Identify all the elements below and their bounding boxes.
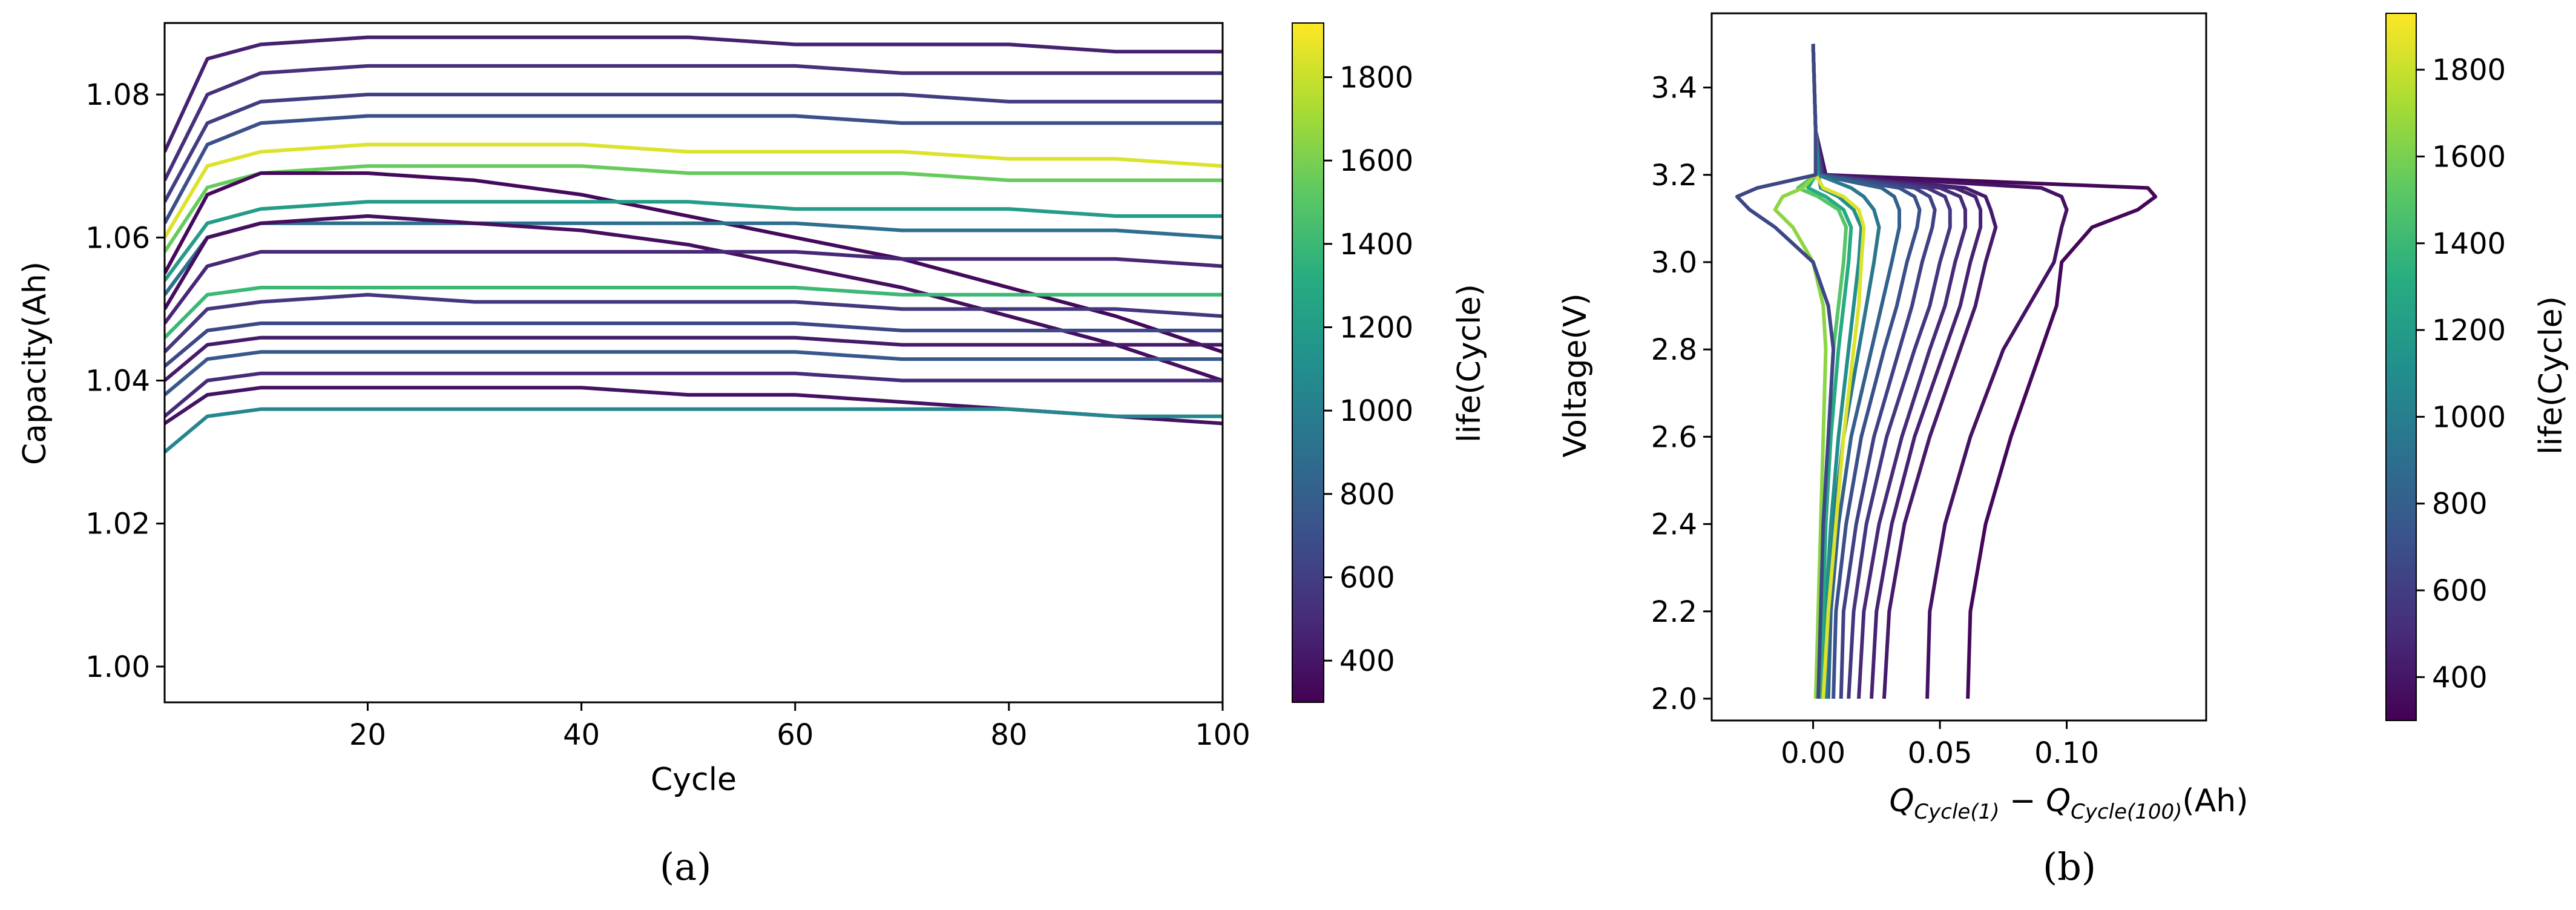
panel-b-y-tick-label: 3.2 [1651,159,1697,193]
panel-a-x-tick-label: 60 [777,718,813,752]
panel-b-y-tick-label: 2.6 [1651,420,1697,454]
panel-a-series-line [165,142,1223,239]
panel-a-colorbar-label: life(Cycle) [1451,284,1488,443]
panel-b-colorbar-tick-label: 1800 [2432,53,2506,87]
panel-a-series-line [165,200,1223,282]
panel-b-colorbar [2385,13,2417,721]
panel-a-series-line [165,114,1223,225]
panel-b-colorbar-tick-label: 400 [2432,661,2488,694]
panel-b-y-axis-label: Voltage(V) [1557,293,1594,457]
panel-b-y-tick-label: 2.0 [1651,682,1697,716]
panel-a-x-axis: 20 40 60 80 100 [349,702,1250,752]
panel-a-y-tick-label: 1.00 [85,650,150,684]
panel-a-x-axis-label: Cycle [651,762,737,798]
panel-a-x-tick-label: 20 [349,718,386,752]
panel-b-chart: 0.00 0.05 0.10 2.02.22.42.62.83.03.23.4 QC… [1557,12,2569,824]
panel-b-x-label-q2: Q [2046,783,2071,819]
panel-a-colorbar [1292,22,1324,703]
panel-a-series-line [165,286,1223,339]
panel-a-series-line [165,64,1223,182]
panel-a-colorbar-tick-label: 600 [1339,561,1395,595]
panel-b-colorbar-tick-label: 1000 [2432,400,2506,434]
panel-b-colorbar-ticks: 400 600 800 1000 1200 1400 1600 1800 [2416,53,2506,694]
panel-a-series-line [165,93,1223,203]
panel-b-y-tick-label: 2.4 [1651,508,1697,542]
panel-a-colorbar-tick-label: 1400 [1339,228,1413,262]
panel-b-series-line [1811,44,1901,699]
panel-b-x-axis: 0.00 0.05 0.10 [1781,720,2099,770]
panel-a-y-tick-label: 1.02 [85,507,150,541]
panel-a-y-tick-label: 1.08 [85,78,150,112]
panel-a-series-line [165,171,1223,354]
panel-b-y-tick-label: 3.0 [1651,246,1697,280]
panel-b-colorbar-tick-label: 1600 [2432,140,2506,174]
panel-a-series-line [165,35,1223,153]
panel-a-caption: (a) [660,845,712,889]
panel-a-plot-frame [163,22,1224,704]
panel-a-series-line [165,292,1223,354]
panel-a-colorbar-tick-label: 800 [1339,478,1395,512]
panel-b-x-label-sub2: Cycle(100) [2071,800,2182,824]
panel-a-y-tick-label: 1.06 [85,221,150,255]
panel-b-series-line [1735,44,1836,699]
panel-b-colorbar-tick-label: 600 [2432,574,2488,608]
panel-a-series-line [165,386,1223,426]
panel-a-series-line [165,321,1223,368]
panel-a-y-tick-label: 1.04 [85,364,150,398]
panel-b-x-label-unit: (Ah) [2182,783,2248,819]
panel-a-x-tick-label: 40 [563,718,600,752]
panel-b-colorbar-tick-label: 1200 [2432,314,2506,348]
panel-a-colorbar-ticks: 400 600 800 1000 1200 1400 1600 1800 [1324,61,1413,678]
panel-b-x-tick-label: 0.05 [1908,736,1973,770]
panel-a-series-line [165,371,1223,418]
panel-a-series-line [165,249,1223,325]
panel-b-x-label-minus: − [2000,783,2046,819]
panel-a-x-tick-label: 100 [1195,718,1250,752]
panel-b-series-line [1811,44,1881,699]
panel-a-chart: 20 40 60 80 100 1.00 1.02 1.04 1.06 1.08 Cycle C… [17,22,1488,798]
panel-b-series-group [1735,44,2158,699]
panel-b-y-tick-label: 2.8 [1651,333,1697,367]
panel-a-colorbar-tick-label: 1800 [1339,61,1413,94]
panel-a-series-line [165,214,1223,383]
panel-b-x-label-q1: Q [1889,783,1914,819]
panel-a-colorbar-tick-label: 1200 [1339,311,1413,345]
panel-a-colorbar-tick-label: 1600 [1339,144,1413,178]
panel-b-colorbar-label: life(Cycle) [2533,296,2569,455]
panel-a-series-line [165,335,1223,382]
panel-b-x-label-sub1: Cycle(1) [1914,800,1999,824]
panel-a-y-axis-label: Capacity(Ah) [17,262,53,465]
panel-b-series-line [1811,44,1998,699]
panel-b-y-axis: 2.0 2.2 2.4 2.6 2.8 3.0 3.2 3.4 [1651,71,1712,716]
panel-a-x-tick-label: 80 [990,718,1027,752]
panel-b-y-tick-label: 2.2 [1651,595,1697,629]
panel-a-colorbar-tick-label: 1000 [1339,394,1413,428]
panel-b-x-tick-label: 0.10 [2034,736,2099,770]
panel-b-colorbar-tick-label: 1400 [2432,227,2506,261]
panel-b-plot-frame [1710,12,2207,722]
panel-a-series-group [165,35,1223,453]
panel-a-series-line [165,164,1223,253]
panel-b-series-line [1811,44,1866,699]
panel-b-caption: (b) [2043,845,2097,889]
panel-a-series-line [165,350,1223,397]
panel-a-colorbar-tick-label: 400 [1339,644,1395,678]
panel-b-x-tick-label: 0.00 [1781,736,1845,770]
panel-a-series-line [165,407,1223,453]
panel-b-colorbar-tick-label: 800 [2432,487,2488,521]
panel-a-y-axis: 1.00 1.02 1.04 1.06 1.08 [85,78,165,684]
panel-b-y-tick-label: 3.4 [1651,71,1697,105]
panel-b-x-axis-label: QCycle(1) − QCycle(100)(Ah) [1889,783,2248,824]
